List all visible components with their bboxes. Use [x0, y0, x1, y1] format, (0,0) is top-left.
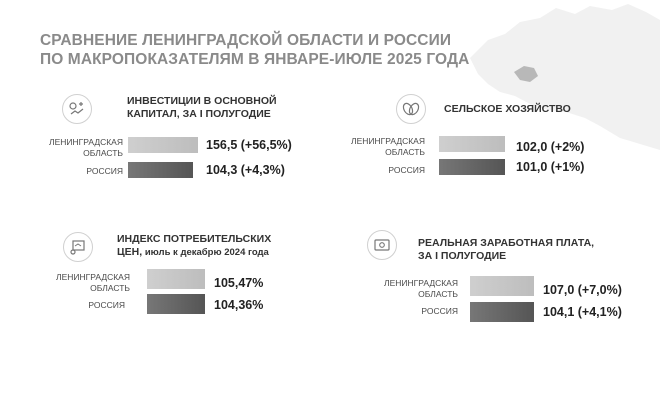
panel-title-cpi-line-2: ЦЕН, июль к декабрю 2024 года: [117, 246, 271, 259]
category-label-russia-3: РОССИЯ: [88, 300, 125, 310]
bar-region-agriculture: [439, 136, 505, 152]
value-label-russia-cpi: 104,36%: [214, 298, 264, 312]
salary-icon: [367, 230, 397, 260]
category-label-line: ЛЕНИНГРАДСКАЯ: [56, 272, 130, 282]
category-label-line: ЛЕНИНГРАДСКАЯ: [49, 137, 123, 147]
infographic-card: СРАВНЕНИЕ ЛЕНИНГРАДСКОЙ ОБЛАСТИ И РОССИИ…: [13, 4, 660, 322]
panel-title-investment-line-1: ИНВЕСТИЦИИ В ОСНОВНОЙ: [127, 95, 277, 107]
value-label-region-salary: 107,0 (+7,0%): [543, 283, 622, 297]
bar-russia-cpi: [147, 294, 205, 314]
investment-icon: [62, 94, 92, 124]
agriculture-icon: [396, 94, 426, 124]
bar-russia-investment: [128, 162, 193, 178]
panel-title-investment-line-2: КАПИТАЛ, ЗА I ПОЛУГОДИЕ: [127, 108, 271, 120]
panel-title-agriculture: СЕЛЬСКОЕ ХОЗЯЙСТВО: [444, 103, 571, 116]
category-label-line: ЛЕНИНГРАДСКАЯ: [351, 136, 425, 146]
bar-region-investment: [128, 137, 198, 153]
main-title-line-2: ПО МАКРОПОКАЗАТЕЛЯМ В ЯНВАРЕ-ИЮЛЕ 2025 Г…: [40, 51, 470, 68]
category-label-russia-4: РОССИЯ: [421, 306, 458, 316]
category-label-line: ОБЛАСТЬ: [385, 147, 425, 157]
bar-region-cpi: [147, 269, 205, 289]
bar-russia-agriculture: [439, 159, 505, 175]
category-label-russia-2: РОССИЯ: [388, 165, 425, 175]
value-label-region-cpi: 105,47%: [214, 276, 264, 290]
panel-title-cpi-line-2-sub: июль к декабрю 2024 года: [142, 247, 269, 258]
category-label-line: ОБЛАСТЬ: [83, 148, 123, 158]
panel-title-investment: ИНВЕСТИЦИИ В ОСНОВНОЙ КАПИТАЛ, ЗА I ПОЛУ…: [127, 95, 277, 121]
value-label-region-investment: 156,5 (+56,5%): [206, 138, 292, 152]
panel-title-cpi-line-2-main: ЦЕН,: [117, 246, 143, 258]
panel-title-cpi-line-1: ИНДЕКС ПОТРЕБИТЕЛЬСКИХ: [117, 233, 272, 245]
main-title: СРАВНЕНИЕ ЛЕНИНГРАДСКОЙ ОБЛАСТИ И РОССИИ…: [40, 31, 560, 69]
panel-title-salary-line-2: ЗА I ПОЛУГОДИЕ: [418, 250, 507, 262]
category-label-russia-1: РОССИЯ: [86, 166, 123, 176]
consumer-index-icon: [63, 232, 93, 262]
bar-region-salary: [470, 276, 534, 296]
region-map-silhouette: [470, 4, 660, 150]
value-label-russia-salary: 104,1 (+4,1%): [543, 305, 622, 319]
category-label-region-1: ЛЕНИНГРАДСКАЯ ОБЛАСТЬ: [13, 137, 123, 159]
category-label-region-3: ЛЕНИНГРАДСКАЯ ОБЛАСТЬ: [20, 272, 130, 294]
category-label-region-4: ЛЕНИНГРАДСКАЯ ОБЛАСТЬ: [348, 278, 458, 300]
category-label-line: ОБЛАСТЬ: [90, 283, 130, 293]
panel-title-salary-line-1: РЕАЛЬНАЯ ЗАРАБОТНАЯ ПЛАТА,: [418, 237, 595, 249]
category-label-line: ЛЕНИНГРАДСКАЯ: [384, 278, 458, 288]
bar-russia-salary: [470, 302, 534, 322]
panel-title-agriculture-line-1: СЕЛЬСКОЕ ХОЗЯЙСТВО: [444, 103, 571, 115]
panel-title-cpi: ИНДЕКС ПОТРЕБИТЕЛЬСКИХ ЦЕН, июль к декаб…: [117, 233, 271, 259]
category-label-line: ОБЛАСТЬ: [418, 289, 458, 299]
value-label-russia-agriculture: 101,0 (+1%): [516, 160, 585, 174]
value-label-russia-investment: 104,3 (+4,3%): [206, 163, 285, 177]
category-label-region-2: ЛЕНИНГРАДСКАЯ ОБЛАСТЬ: [315, 136, 425, 158]
value-label-region-agriculture: 102,0 (+2%): [516, 140, 585, 154]
leningrad-region-shape: [470, 4, 660, 150]
saint-petersburg-shape: [514, 66, 538, 82]
main-title-line-1: СРАВНЕНИЕ ЛЕНИНГРАДСКОЙ ОБЛАСТИ И РОССИИ: [40, 32, 452, 49]
panel-title-salary: РЕАЛЬНАЯ ЗАРАБОТНАЯ ПЛАТА, ЗА I ПОЛУГОДИ…: [418, 237, 594, 263]
